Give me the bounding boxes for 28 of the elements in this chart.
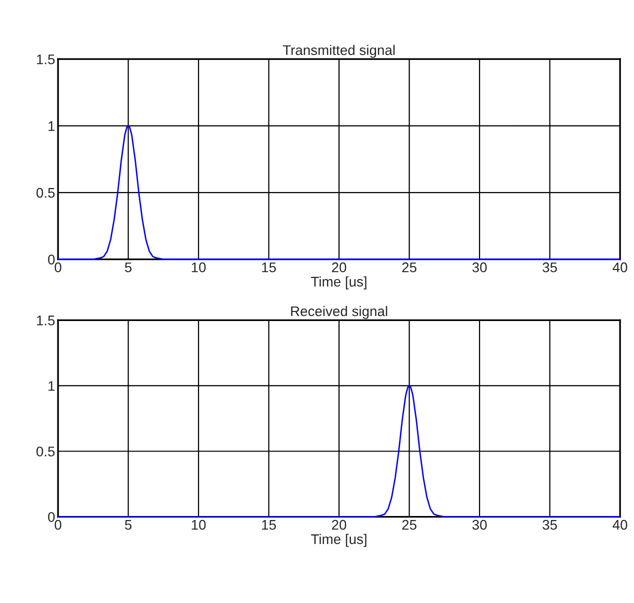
x-tick-label: 40 [612,520,628,530]
y-tick-label: 1.5 [36,316,55,326]
chart-title: Transmitted signal [282,44,395,58]
x-tick-label: 15 [262,262,276,272]
y-tick-label: 0.5 [36,188,55,198]
x-tick-label: 35 [542,262,557,272]
x-tick-label: 10 [192,520,206,530]
x-tick-label: 5 [124,262,132,272]
x-axis-title: Time [us] [311,276,366,290]
x-tick-label: 30 [472,520,487,530]
x-tick-label: 40 [612,262,628,272]
y-tick-label: 0.5 [36,446,55,456]
y-tick-label: 1.5 [36,54,55,64]
x-tick-label: 20 [332,262,346,272]
x-tick-label: 10 [192,262,206,272]
x-axis-title: Time [us] [311,534,366,547]
x-tick-label: 20 [332,520,346,530]
x-tick-label: 30 [472,262,487,272]
y-tick-label: 1 [48,381,55,391]
x-tick-label: 5 [124,520,132,530]
chart-title: Received signal [291,306,388,319]
y-tick-label: 0 [48,254,55,264]
x-tick-label: 15 [262,520,276,530]
x-tick-label: 25 [402,262,416,272]
x-tick-label: 35 [542,520,557,530]
y-tick-label: 1 [48,121,55,131]
y-tick-label: 0 [48,512,55,522]
x-tick-label: 25 [402,520,416,530]
